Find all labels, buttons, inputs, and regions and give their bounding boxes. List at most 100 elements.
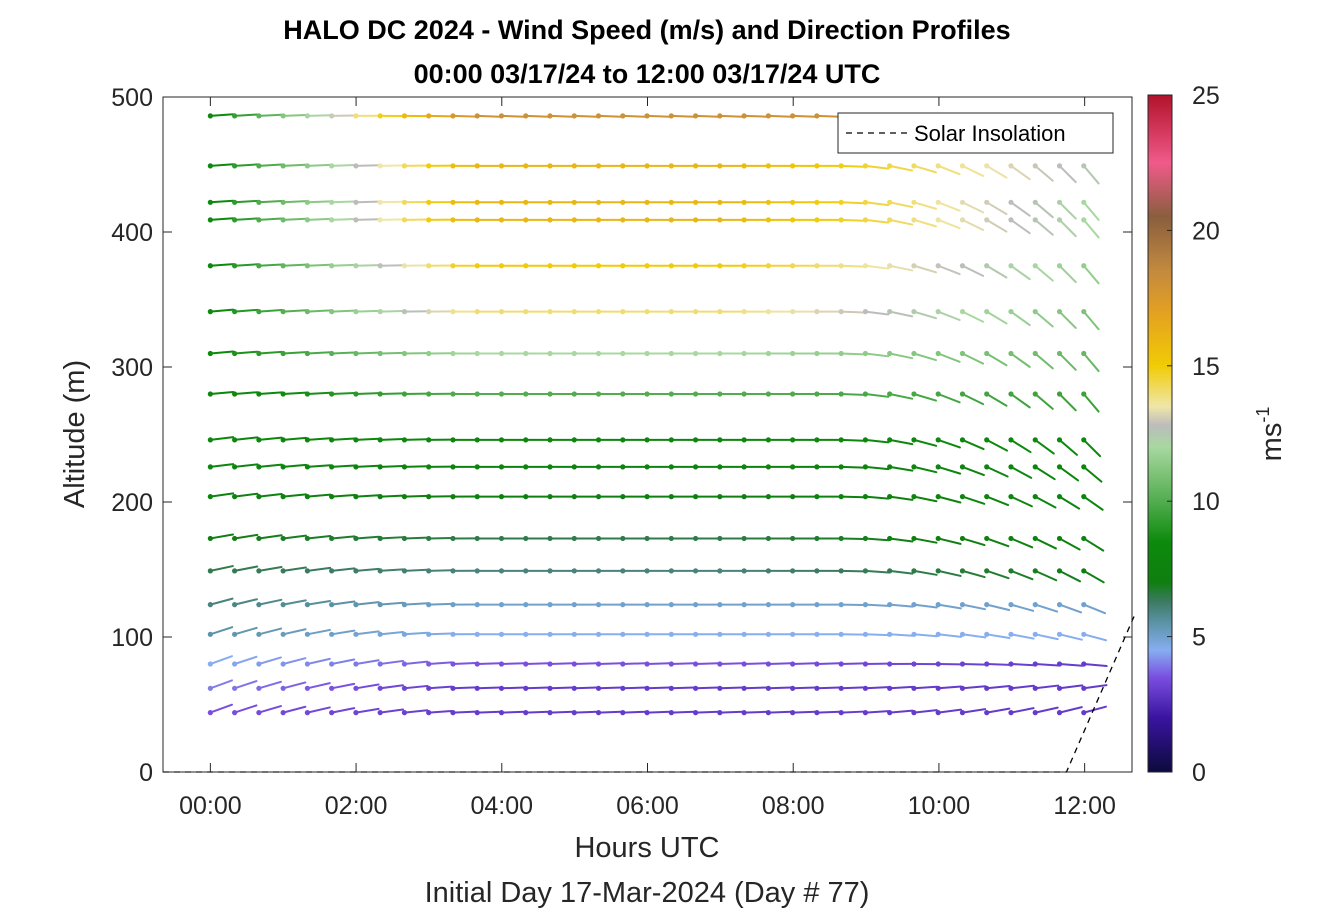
wind-barb-dot [620,350,626,357]
wind-barb-dot [426,602,432,608]
wind-barb-dot [1081,350,1087,357]
wind-barb-dot [692,437,699,443]
wind-barb-dot [1008,661,1014,667]
axis-ticks: 00:00 02:00 04:00 06:00 08:00 10:00 12:00 0 100 2… [111,84,1132,820]
wind-barb-dot [692,309,699,315]
wind-barb-dot [692,199,699,205]
wind-barb-dot [862,163,869,169]
wind-barb-shaft [330,535,356,540]
wind-barb-shaft [791,710,817,714]
wind-barb-dot [692,163,699,169]
wind-barb-shaft [524,114,550,118]
wind-barb-dot [280,309,286,315]
wind-barb-dot [329,494,335,500]
wind-barb-dot [474,113,480,119]
wind-barb-shaft [573,114,599,118]
wind-barb-shaft [209,626,234,636]
wind-barb-shaft [864,164,890,170]
wind-barb-dot [498,464,505,470]
wind-barb-shaft [354,164,380,167]
wind-barb-shaft [767,662,793,665]
wind-barb-shaft [1082,310,1100,331]
wind-barb-shaft [1034,352,1054,370]
wind-barb-dot [595,199,602,205]
wind-barb-shaft [379,568,405,572]
wind-barb-dot [911,199,917,205]
wind-barb-shaft [670,662,696,665]
wind-barb-shaft [379,659,404,665]
wind-barb-shaft [912,709,938,714]
wind-barb-dot [959,631,966,637]
wind-barb-dot [426,113,432,119]
wind-barb-dot [717,602,723,608]
wind-barb-shaft [912,264,937,274]
wind-barb-shaft [1034,264,1054,282]
wind-barb-dot [1032,199,1038,205]
wind-barb-shaft [379,465,405,468]
wind-barb-dot [959,710,966,716]
wind-barb-dot [450,309,456,315]
wind-barb-shaft [257,705,282,714]
wind-barb-shaft [306,437,332,441]
wind-barb-shaft [282,217,308,221]
wind-barb-dot [838,494,844,500]
wind-barb-dot [959,494,966,500]
wind-barb-dot [1056,437,1063,443]
wind-barb-shaft [1082,603,1107,615]
wind-barb-shaft [1009,164,1031,181]
wind-barb-dot [426,568,432,574]
wind-barb-dot [838,631,844,637]
wind-barb-dot [256,494,262,500]
wind-barb-shaft [888,201,914,208]
wind-barb-dot [377,217,383,223]
wind-barb-shaft [985,218,1008,233]
wind-barb-shaft [209,390,235,395]
wind-barb-dot [304,464,311,470]
wind-barb-dot [692,263,699,269]
wind-barb-dot [935,350,941,357]
wind-barb-dot [887,437,893,443]
wind-barb-dot [790,464,796,470]
wind-barb-dot [232,685,238,691]
wind-barb-shaft [1009,264,1031,281]
wind-barb-shaft [306,200,332,204]
wind-barb-dot [377,494,383,500]
wind-barb-dot [790,494,796,500]
wind-barb-dot [935,437,941,443]
wind-barb-dot [741,494,747,500]
wind-barb-shaft [330,218,356,221]
wind-barb-shaft [840,201,866,205]
wind-barb-dot [474,602,480,608]
wind-barb-dot [329,113,335,119]
wind-barb-dot [280,263,286,269]
wind-barb-shaft [985,164,1008,179]
chart-title: HALO DC 2024 - Wind Speed (m/s) and Dire… [283,15,1010,45]
wind-barb-dot [741,568,747,574]
wind-barb-dot [256,199,262,205]
wind-barb-dot [304,602,311,608]
wind-barb-dot [814,535,820,542]
wind-barb-dot [595,350,602,357]
wind-barb-dot [838,535,844,542]
wind-barb-dot [887,263,893,269]
wind-barb-shaft [354,464,380,468]
wind-barb-dot [911,163,917,169]
wind-barb-dot [232,437,238,443]
wind-barb-shaft [888,569,914,575]
wind-barb-dot [644,464,650,470]
wind-barb-dot [959,391,966,397]
wind-barb-dot [571,661,577,667]
wind-barb-dot [207,437,213,443]
wind-barb-dot [401,350,408,357]
wind-barb-dot [790,661,796,667]
wind-barb-shaft [1034,495,1057,509]
wind-barb-shaft [354,309,380,313]
wind-barb-dot [668,535,674,542]
wind-barb-shaft [427,569,453,572]
wind-barb-dot [620,710,626,716]
wind-barb-dot [232,217,238,223]
wind-barb-shaft [1058,603,1083,614]
wind-barb-dot [377,113,383,119]
wind-barb-dot [790,535,796,542]
